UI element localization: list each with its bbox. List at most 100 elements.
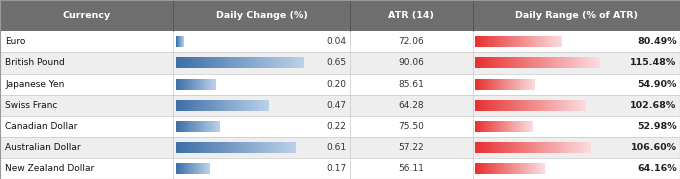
Bar — [260, 142, 263, 153]
Bar — [217, 121, 218, 132]
Bar — [480, 79, 481, 90]
Bar — [556, 57, 560, 68]
Bar — [350, 0, 473, 31]
Bar — [188, 79, 189, 90]
Bar — [510, 36, 513, 47]
Bar — [201, 121, 203, 132]
Bar — [526, 79, 528, 90]
Bar — [498, 121, 500, 132]
Bar — [230, 142, 233, 153]
Bar — [183, 163, 184, 174]
Bar — [182, 121, 183, 132]
Text: 106.60%: 106.60% — [630, 143, 677, 152]
Bar — [482, 163, 484, 174]
Bar — [191, 79, 192, 90]
Bar — [542, 100, 545, 111]
Bar — [492, 100, 495, 111]
Bar — [482, 121, 484, 132]
Bar — [248, 100, 250, 111]
Bar — [301, 57, 304, 68]
Bar — [221, 142, 224, 153]
Bar — [528, 121, 530, 132]
Bar — [524, 142, 528, 153]
Bar — [533, 79, 534, 90]
Bar — [486, 163, 488, 174]
Bar — [179, 79, 180, 90]
Bar — [507, 121, 509, 132]
Bar — [192, 100, 195, 111]
Bar — [490, 121, 492, 132]
Bar — [584, 142, 588, 153]
Text: Swiss Franc: Swiss Franc — [5, 101, 58, 110]
Bar — [194, 163, 196, 174]
Bar — [189, 121, 190, 132]
Bar — [497, 36, 500, 47]
Bar — [203, 79, 204, 90]
Bar — [569, 100, 573, 111]
Bar — [596, 57, 600, 68]
Bar — [520, 163, 522, 174]
Bar — [180, 163, 182, 174]
Bar — [525, 121, 527, 132]
Bar — [486, 36, 489, 47]
Bar — [533, 100, 537, 111]
Bar — [196, 79, 197, 90]
Bar — [205, 79, 207, 90]
Bar — [475, 79, 477, 90]
Bar — [523, 79, 524, 90]
Bar — [187, 121, 188, 132]
Bar — [524, 163, 526, 174]
Bar — [183, 121, 184, 132]
Bar — [185, 163, 186, 174]
Bar — [522, 142, 524, 153]
Bar — [208, 57, 211, 68]
Text: Japanese Yen: Japanese Yen — [5, 80, 65, 89]
Bar — [544, 142, 547, 153]
Bar — [496, 79, 498, 90]
Bar — [256, 100, 259, 111]
Bar — [496, 142, 498, 153]
Bar — [498, 100, 500, 111]
Bar — [490, 142, 493, 153]
Bar — [482, 36, 484, 47]
Bar — [524, 121, 526, 132]
Text: Euro: Euro — [5, 37, 26, 46]
Bar — [196, 121, 197, 132]
Bar — [236, 142, 239, 153]
Bar — [197, 79, 198, 90]
Bar — [487, 121, 488, 132]
Bar — [261, 100, 264, 111]
Bar — [190, 79, 191, 90]
Bar — [0, 52, 680, 74]
Bar — [215, 142, 218, 153]
Bar — [182, 79, 184, 90]
Bar — [483, 79, 485, 90]
Bar — [259, 57, 262, 68]
Bar — [199, 100, 202, 111]
Bar — [173, 0, 350, 31]
Bar — [284, 142, 287, 153]
Text: 52.98%: 52.98% — [637, 122, 677, 131]
Bar — [475, 163, 477, 174]
Bar — [547, 142, 550, 153]
Bar — [197, 121, 198, 132]
Bar — [265, 57, 269, 68]
Bar — [522, 121, 524, 132]
Bar — [240, 57, 243, 68]
Bar — [503, 57, 507, 68]
Bar — [297, 57, 301, 68]
Bar — [500, 121, 501, 132]
Bar — [224, 57, 227, 68]
Bar — [281, 142, 284, 153]
Bar — [518, 121, 520, 132]
Bar — [508, 79, 510, 90]
Bar — [534, 36, 537, 47]
Bar — [218, 142, 221, 153]
Bar — [481, 163, 483, 174]
Bar — [202, 121, 203, 132]
Bar — [537, 57, 541, 68]
Bar — [194, 100, 197, 111]
Bar — [489, 79, 490, 90]
Bar — [492, 142, 496, 153]
Bar — [206, 100, 209, 111]
